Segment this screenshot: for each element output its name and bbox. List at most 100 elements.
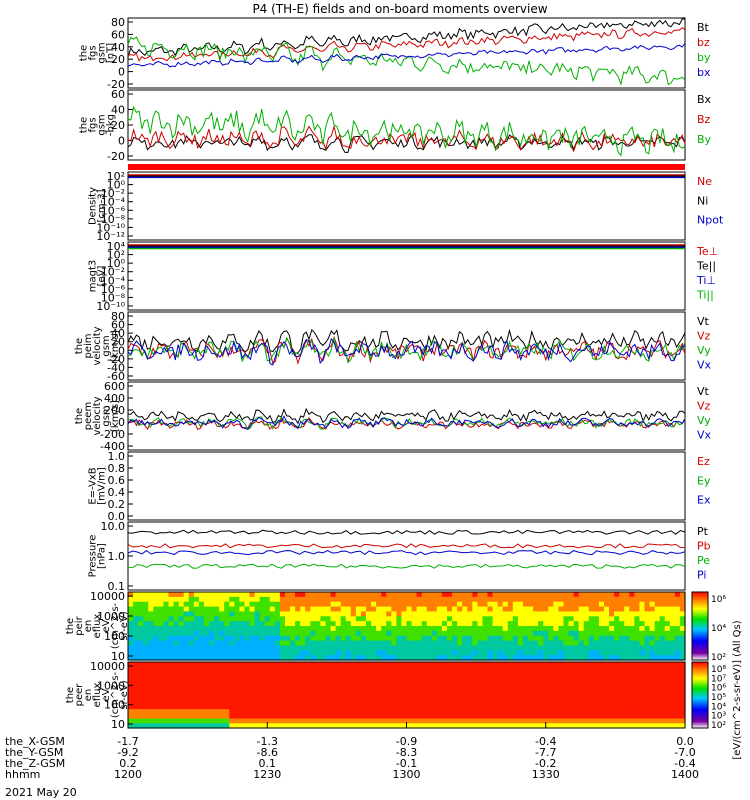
colorbar-tick: 10³ xyxy=(711,712,726,722)
heatmap-cell xyxy=(543,592,549,598)
heatmap-cell xyxy=(462,601,468,608)
heatmap-cell xyxy=(396,662,403,668)
heatmap-cell xyxy=(472,718,478,724)
heatmap-cell xyxy=(462,704,468,710)
heatmap-cell xyxy=(593,671,600,677)
legend-label-Vz: Vz xyxy=(697,400,711,413)
heatmap-cell xyxy=(178,592,185,598)
heatmap-cell xyxy=(614,606,620,613)
heatmap-cell xyxy=(512,680,519,687)
heatmap-cell xyxy=(411,635,418,642)
heatmap-cell xyxy=(290,709,296,715)
heatmap-cell xyxy=(133,640,139,647)
heatmap-cell xyxy=(360,601,367,608)
heatmap-cell xyxy=(264,704,271,710)
heatmap-cell xyxy=(143,616,149,622)
heatmap-cell xyxy=(143,596,149,603)
heatmap-cell xyxy=(538,621,544,627)
heatmap-cell xyxy=(609,680,615,687)
heatmap-cell xyxy=(330,676,337,682)
heatmap-cell xyxy=(507,621,514,627)
heatmap-cell xyxy=(502,671,509,677)
heatmap-cell xyxy=(431,699,438,706)
heatmap-cell xyxy=(158,718,165,724)
heatmap-cell xyxy=(674,655,681,661)
heatmap-cell xyxy=(330,671,337,677)
heatmap-cell xyxy=(619,713,625,720)
heatmap-cell xyxy=(209,626,215,632)
heatmap-cell xyxy=(401,695,408,701)
heatmap-cell xyxy=(411,709,418,715)
heatmap-cell xyxy=(477,723,484,729)
heatmap-cell xyxy=(528,650,534,656)
heatmap-cell xyxy=(295,666,301,673)
heatmap-cell xyxy=(234,626,240,632)
heatmap-cell xyxy=(421,606,428,613)
series-line-By xyxy=(127,105,686,157)
heatmap-cell xyxy=(619,606,625,613)
heatmap-cell xyxy=(659,666,666,673)
heatmap-cell xyxy=(360,666,367,673)
heatmap-cell xyxy=(679,666,686,673)
heatmap-cell xyxy=(609,699,615,706)
heatmap-cell xyxy=(254,666,261,673)
heatmap-cell xyxy=(487,596,494,603)
heatmap-cell xyxy=(401,699,408,706)
heatmap-cell xyxy=(679,630,686,637)
ytick-label: 10⁻⁶ xyxy=(101,204,126,217)
heatmap-cell xyxy=(543,606,549,613)
heatmap-cell xyxy=(244,655,251,661)
heatmap-cell xyxy=(598,640,605,647)
heatmap-cell xyxy=(259,592,266,598)
heatmap-cell xyxy=(244,699,251,706)
heatmap-cell xyxy=(229,592,235,598)
heatmap-cell xyxy=(553,662,560,668)
heatmap-cell xyxy=(214,699,220,706)
heatmap-cell xyxy=(447,662,453,668)
heatmap-cell xyxy=(381,662,387,668)
heatmap-cell xyxy=(224,655,230,661)
heatmap-cell xyxy=(609,666,615,673)
heatmap-cell xyxy=(553,650,560,656)
heatmap-cell xyxy=(203,630,210,637)
ephem-value: 1200 xyxy=(114,768,142,781)
heatmap-cell xyxy=(487,606,494,613)
ytick-label: -60 xyxy=(107,370,125,383)
heatmap-cell xyxy=(669,680,676,687)
heatmap-cell xyxy=(426,635,433,642)
heatmap-cell xyxy=(259,713,266,720)
heatmap-cell xyxy=(416,621,423,627)
heatmap-cell xyxy=(644,655,651,661)
heatmap-cell xyxy=(234,635,240,642)
heatmap-cell xyxy=(183,690,190,696)
heatmap-cell xyxy=(244,645,251,651)
heatmap-cell xyxy=(416,635,423,642)
heatmap-cell xyxy=(482,704,489,710)
heatmap-cell xyxy=(284,699,291,706)
heatmap-cell xyxy=(624,640,630,647)
heatmap-cell xyxy=(173,640,180,647)
heatmap-cell xyxy=(158,635,165,642)
heatmap-cell xyxy=(426,685,433,691)
heatmap-cell xyxy=(300,592,306,598)
heatmap-cell xyxy=(214,630,220,637)
series-line-Bx xyxy=(127,134,686,154)
heatmap-cell xyxy=(259,655,266,661)
heatmap-cell xyxy=(376,596,382,603)
ytick-label: 10⁻⁸ xyxy=(101,213,126,226)
heatmap-cell xyxy=(128,671,134,677)
heatmap-cell xyxy=(517,621,524,627)
heatmap-cell xyxy=(614,704,620,710)
heatmap-cell xyxy=(355,650,362,656)
heatmap-cell xyxy=(133,611,139,617)
heatmap-cell xyxy=(350,699,357,706)
heatmap-cell xyxy=(365,655,372,661)
heatmap-cell xyxy=(447,650,453,656)
ytick-label: 10⁻¹⁰ xyxy=(96,300,125,313)
heatmap-cell xyxy=(158,690,165,696)
heatmap-cell xyxy=(639,704,646,710)
heatmap-cell xyxy=(315,601,322,608)
ylabel-line: sr-eV) xyxy=(119,680,130,709)
heatmap-cell xyxy=(502,621,509,627)
heatmap-cell xyxy=(411,723,418,729)
